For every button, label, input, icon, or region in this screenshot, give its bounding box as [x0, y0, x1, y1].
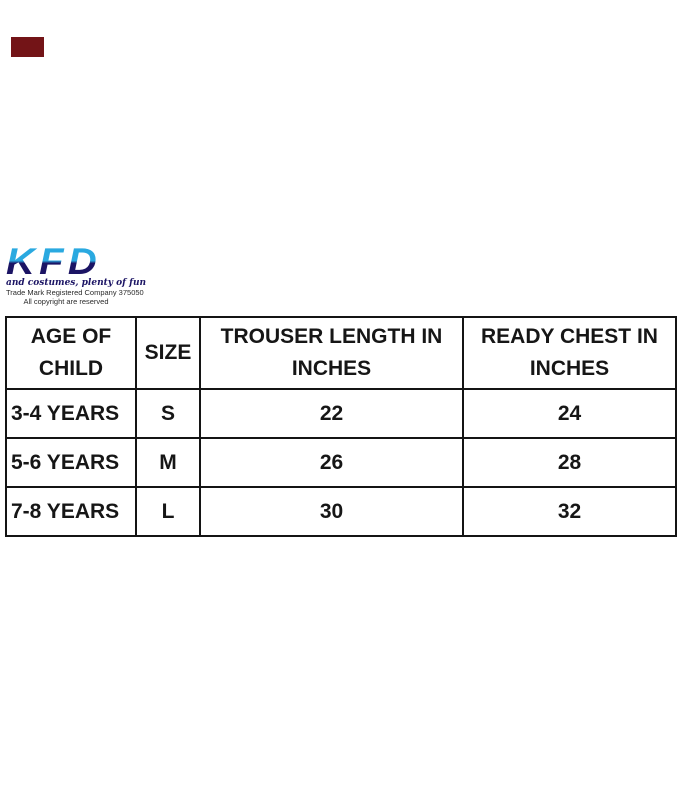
cell-size: L [135, 486, 201, 537]
cell-trouser-length: 22 [199, 388, 464, 439]
col-header-size: SIZE [135, 316, 201, 390]
corner-badge [11, 37, 44, 57]
cell-trouser-length: 26 [199, 437, 464, 488]
header-row: AGE OF CHILD SIZE TROUSER LENGTH IN INCH… [5, 316, 677, 390]
table-row: 7-8 YEARS L 30 32 [5, 486, 677, 537]
cell-ready-chest: 32 [462, 486, 677, 537]
brand-tagline: and costumes, plenty of fun [6, 278, 147, 288]
cell-age: 5-6 YEARS [5, 437, 137, 488]
table-row: 5-6 YEARS M 26 28 [5, 437, 677, 488]
col-header-age-of-child: AGE OF CHILD [5, 316, 137, 390]
brand-block: KFD and costumes, plenty of fun Trade Ma… [6, 243, 147, 306]
cell-ready-chest: 24 [462, 388, 677, 439]
col-header-trouser-length: TROUSER LENGTH IN INCHES [199, 316, 464, 390]
cell-age: 3-4 YEARS [5, 388, 137, 439]
cell-size: S [135, 388, 201, 439]
table-row: 3-4 YEARS S 22 24 [5, 388, 677, 439]
cell-size: M [135, 437, 201, 488]
col-header-ready-chest: READY CHEST IN INCHES [462, 316, 677, 390]
copyright-line: All copyright are reserved [23, 297, 109, 306]
cell-ready-chest: 28 [462, 437, 677, 488]
cell-age: 7-8 YEARS [5, 486, 137, 537]
kfd-logo: KFD [6, 243, 149, 280]
trademark-line: Trade Mark Registered Company 375050 [6, 288, 144, 297]
size-chart-table: AGE OF CHILD SIZE TROUSER LENGTH IN INCH… [5, 316, 677, 537]
cell-trouser-length: 30 [199, 486, 464, 537]
